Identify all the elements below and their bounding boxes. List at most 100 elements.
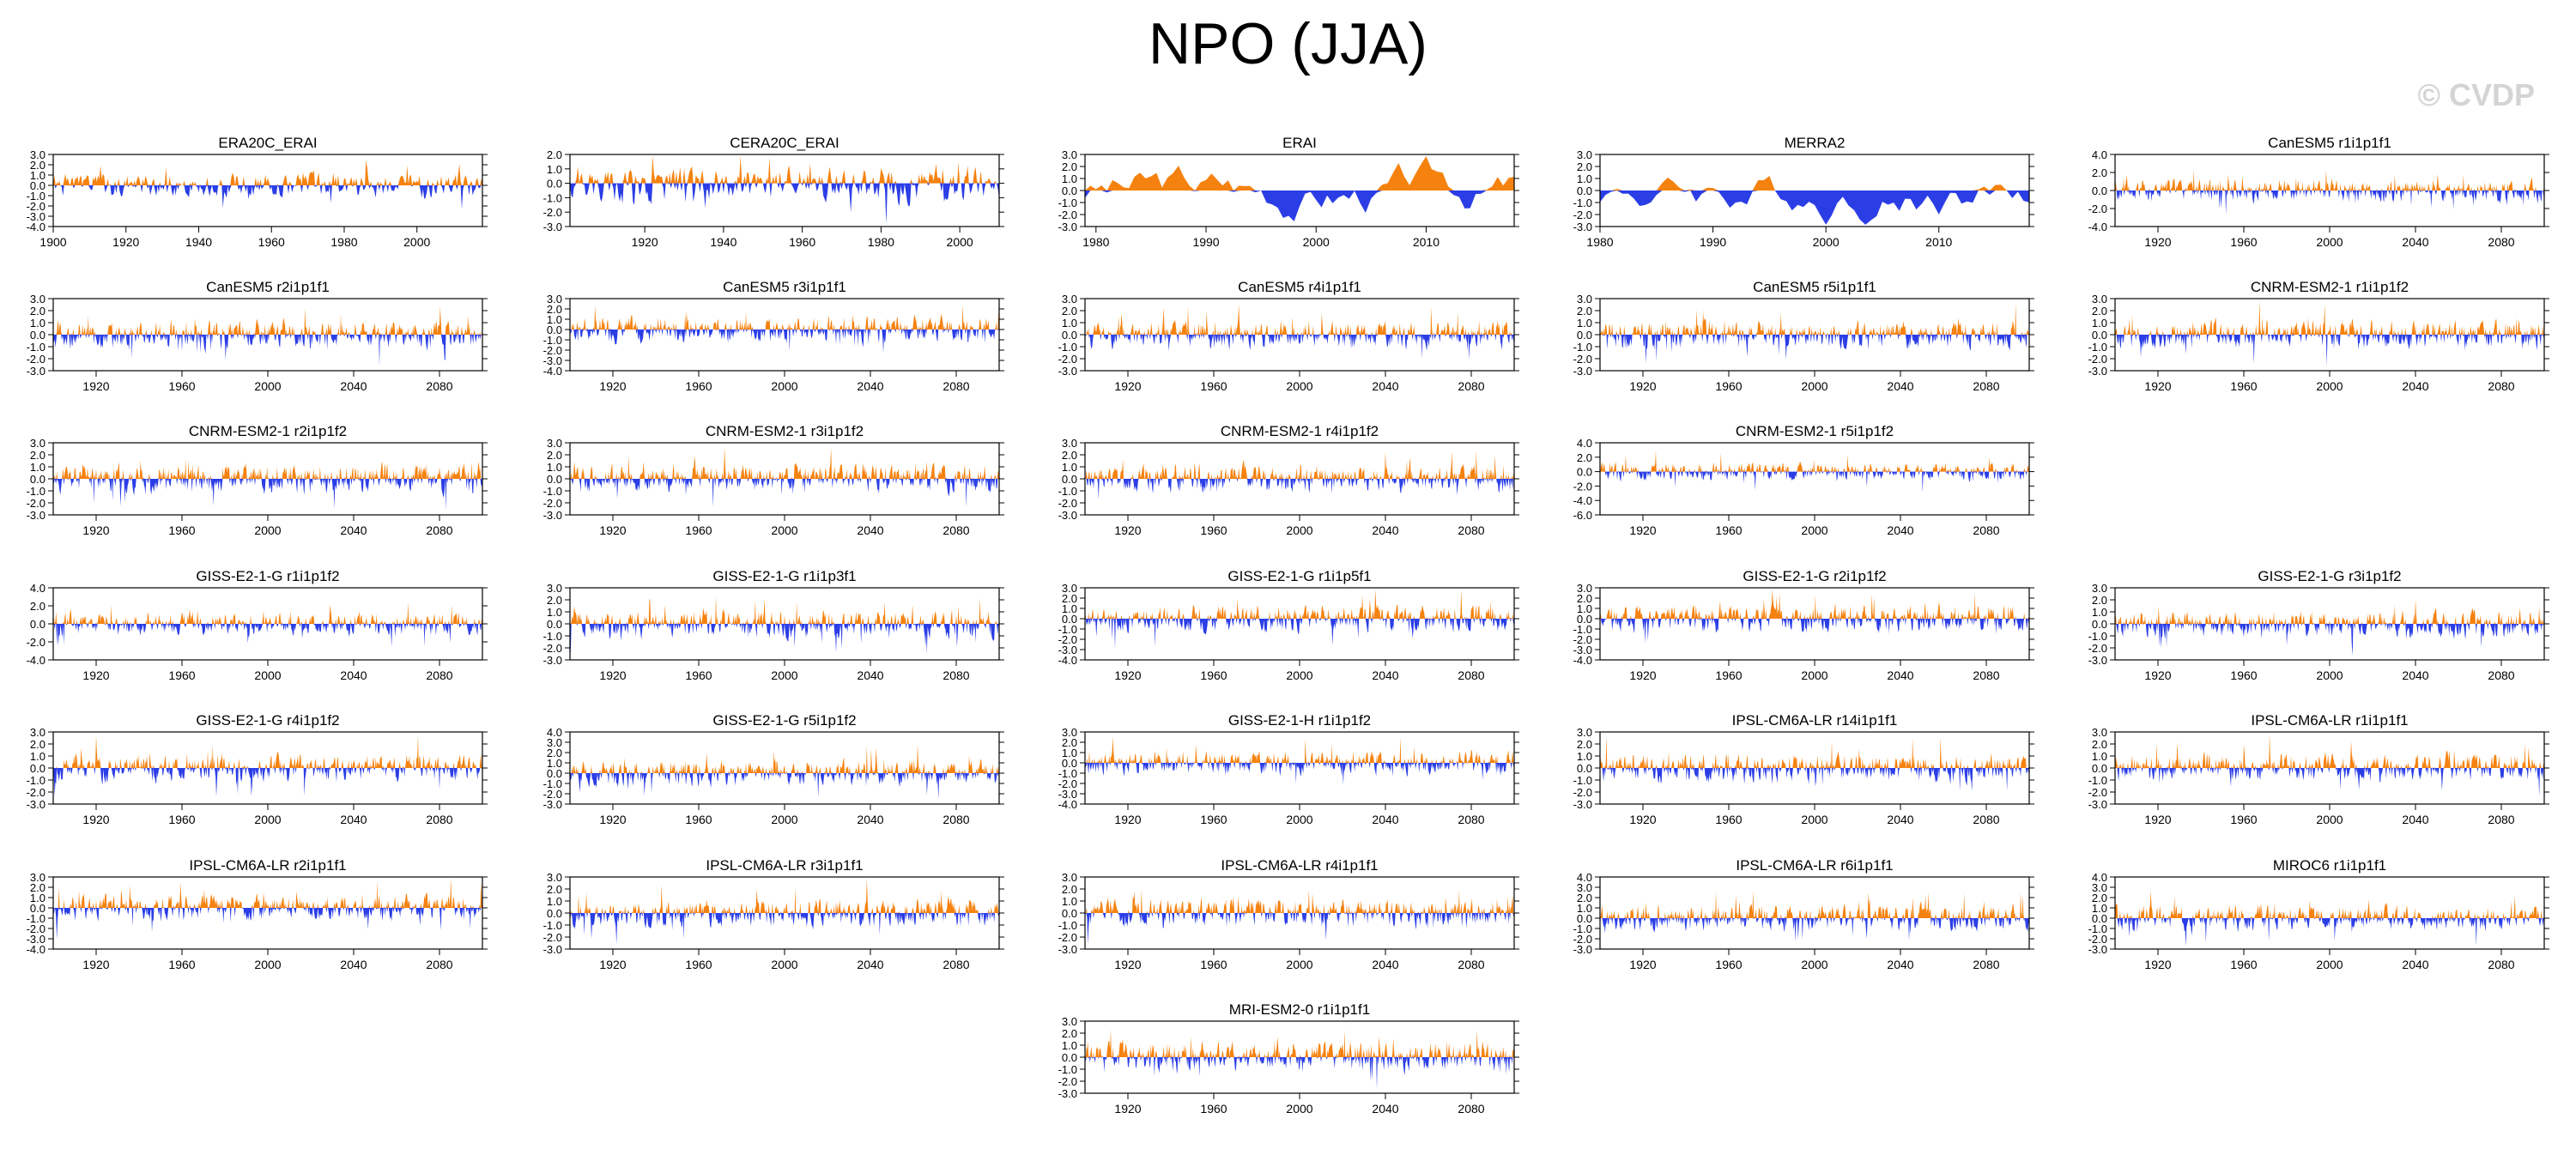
x-tick-label: 2000 <box>1286 668 1312 682</box>
panel-title: GISS-E2-1-G r4i1p1f2 <box>196 712 339 729</box>
x-tick-label: 1920 <box>599 379 626 393</box>
y-tick-label: 4.0 <box>2092 148 2107 161</box>
x-tick-label: 1990 <box>1192 235 1219 249</box>
y-tick-label: -4.0 <box>27 221 45 233</box>
y-tick-label: 0.0 <box>1062 184 1077 197</box>
negative-area <box>2115 918 2544 946</box>
y-tick-label: -1.0 <box>1058 197 1077 209</box>
panel-title: ERA20C_ERAI <box>218 135 317 151</box>
y-tick-label: 3.0 <box>547 871 562 884</box>
y-tick-label: 2.0 <box>1577 892 1592 904</box>
y-tick-label: -1.0 <box>543 334 562 347</box>
y-tick-label: 1.0 <box>547 313 562 326</box>
x-tick-label: 2040 <box>340 813 367 826</box>
x-tick-label: 1960 <box>168 668 195 682</box>
x-tick-label: 1920 <box>82 958 109 971</box>
positive-area <box>2115 599 2544 624</box>
positive-area <box>1600 451 2029 472</box>
y-tick-label: -2.0 <box>543 497 562 510</box>
x-tick-label: 1960 <box>1715 523 1742 537</box>
npo-panel: CNRM-ESM2-1 r1i1p1f2 3.02.01.00.0-1.0-2.0… <box>2088 279 2549 393</box>
negative-area <box>570 479 999 507</box>
x-tick-label: 2080 <box>426 668 452 682</box>
y-tick-label: 2.0 <box>1062 449 1077 462</box>
x-tick-label: 2000 <box>771 958 797 971</box>
npo-panel: GISS-E2-1-G r1i1p5f1 3.02.01.00.0-1.0-2.0… <box>1058 568 1519 682</box>
x-tick-label: 1990 <box>1700 235 1726 249</box>
positive-area <box>1085 736 1514 763</box>
y-tick-label: 4.0 <box>1577 437 1592 450</box>
y-tick-label: -3.0 <box>1058 943 1077 956</box>
y-tick-label: 1.0 <box>30 750 45 763</box>
x-tick-label: 2000 <box>1286 813 1312 826</box>
x-tick-label: 2040 <box>340 523 367 537</box>
x-tick-label: 2000 <box>1801 813 1827 826</box>
x-tick-label: 1960 <box>168 379 195 393</box>
y-tick-label: 1.0 <box>1577 317 1592 330</box>
x-tick-label: 2080 <box>2488 235 2514 249</box>
y-tick-label: 0.0 <box>1062 329 1077 342</box>
y-tick-label: -3.0 <box>27 210 45 223</box>
y-tick-label: 3.0 <box>1577 881 1592 894</box>
negative-area <box>1085 763 1514 785</box>
y-tick-label: -3.0 <box>1058 509 1077 522</box>
y-tick-label: 2.0 <box>547 594 562 607</box>
y-tick-label: -2.0 <box>543 344 562 357</box>
y-tick-label: -3.0 <box>543 221 562 233</box>
npo-panel: CanESM5 r4i1p1f1 3.02.01.00.0-1.0-2.0-3.0… <box>1058 279 1519 393</box>
y-tick-label: 1.0 <box>30 169 45 182</box>
y-tick-label: -1.0 <box>1058 485 1077 498</box>
panel-title: CNRM-ESM2-1 r1i1p1f2 <box>2251 279 2409 295</box>
x-tick-label: 2000 <box>403 235 430 249</box>
y-tick-label: -1.0 <box>1573 922 1592 935</box>
npo-panel: IPSL-CM6A-LR r14i1p1f1 3.02.01.00.0-1.0-2… <box>1573 712 2034 826</box>
x-tick-label: 2080 <box>1458 1102 1484 1116</box>
negative-area <box>1600 471 2029 493</box>
y-tick-label: 0.0 <box>30 179 45 192</box>
x-tick-label: 1960 <box>685 379 712 393</box>
y-tick-label: 2.0 <box>30 600 45 613</box>
y-tick-label: 1.0 <box>30 461 45 474</box>
y-tick-label: -3.0 <box>1058 365 1077 378</box>
y-tick-label: 0.0 <box>2092 329 2107 342</box>
panel-title: CNRM-ESM2-1 r4i1p1f2 <box>1221 423 1379 439</box>
panel-title: CNRM-ESM2-1 r2i1p1f2 <box>189 423 347 439</box>
x-tick-label: 2000 <box>1303 235 1330 249</box>
x-tick-label: 2000 <box>771 813 797 826</box>
x-tick-label: 2080 <box>1458 523 1484 537</box>
negative-area <box>2115 624 2544 656</box>
y-tick-label: 2.0 <box>547 148 562 161</box>
y-tick-label: -2.0 <box>543 788 562 801</box>
y-tick-label: -3.0 <box>543 943 562 956</box>
y-tick-label: 3.0 <box>1062 726 1077 739</box>
negative-area <box>1600 619 2029 644</box>
x-tick-label: 2000 <box>1813 235 1840 249</box>
panel-title: IPSL-CM6A-LR r6i1p1f1 <box>1736 857 1893 874</box>
y-tick-label: 0.0 <box>2092 762 2107 775</box>
positive-area <box>570 744 999 773</box>
y-tick-label: -2.0 <box>27 636 45 649</box>
y-tick-label: -3.0 <box>27 365 45 378</box>
panel-title: GISS-E2-1-H r1i1p1f2 <box>1228 712 1371 729</box>
negative-area <box>570 330 999 354</box>
x-tick-label: 2040 <box>340 379 367 393</box>
x-tick-label: 2080 <box>426 958 452 971</box>
negative-area <box>1085 190 1514 221</box>
y-tick-label: 3.0 <box>1577 148 1592 161</box>
y-tick-label: 0.0 <box>547 907 562 920</box>
x-tick-label: 1980 <box>1082 235 1109 249</box>
x-tick-label: 2000 <box>254 379 281 393</box>
x-tick-label: 1960 <box>1200 958 1227 971</box>
x-tick-label: 2080 <box>1973 523 1999 537</box>
x-tick-label: 2080 <box>426 523 452 537</box>
x-tick-label: 2000 <box>947 235 973 249</box>
y-tick-label: -4.0 <box>1058 654 1077 667</box>
panel-title: CNRM-ESM2-1 r3i1p1f2 <box>706 423 864 439</box>
y-tick-label: -3.0 <box>2088 798 2107 811</box>
y-tick-label: 2.0 <box>547 303 562 316</box>
x-tick-label: 2040 <box>1887 523 1913 537</box>
y-tick-label: 3.0 <box>1577 582 1592 595</box>
positive-area <box>1085 450 1514 479</box>
y-tick-label: 1.0 <box>547 895 562 908</box>
x-tick-label: 1920 <box>82 668 109 682</box>
